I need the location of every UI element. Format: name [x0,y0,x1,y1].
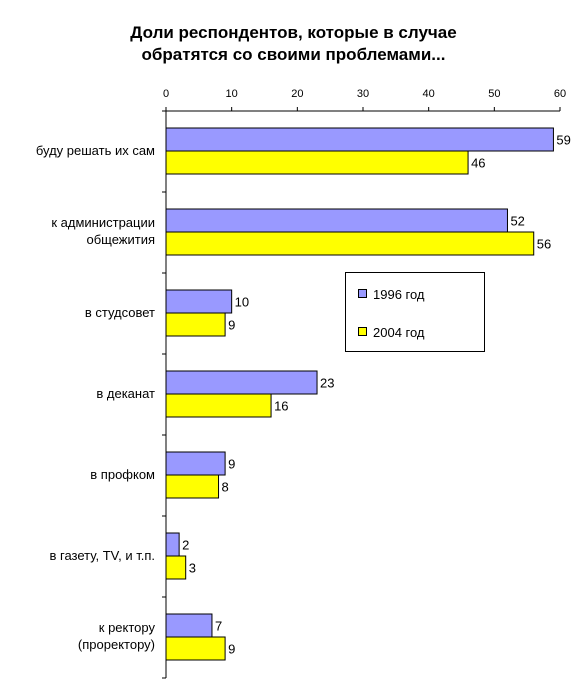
category-label-line: к ректору [98,620,155,635]
category-label: к ректору (проректору) [78,619,155,653]
x-tick-label: 60 [554,88,566,100]
category-label: в студсовет [85,304,155,321]
category-label-line: буду решать их сам [35,142,155,158]
bar [165,393,272,418]
category-label: буду решать их сам [36,142,155,159]
value-label: 2 [182,538,189,553]
bar [165,636,226,661]
x-tick-label: 50 [488,88,500,100]
legend-label-2004: 2004 год [373,325,425,340]
category-label: к администрации общежития [51,214,155,248]
category-label-line: в студсовет [84,304,155,320]
legend-label-1996: 1996 год [373,287,425,302]
chart-title-line-1: Доли респондентов, которые в случае [130,23,457,42]
category-label-line: в профком [90,466,155,482]
value-label: 9 [228,457,235,472]
category-label: в профком [90,466,155,483]
bar [165,370,318,395]
x-tick-label: 10 [226,88,238,100]
category-label-line: к администрации [51,215,155,230]
value-label: 23 [320,376,334,391]
value-label: 7 [215,619,222,634]
bar [165,312,226,337]
bar [165,150,469,175]
x-tick-label: 20 [291,88,303,100]
x-tick-label: 30 [357,88,369,100]
bar [165,474,220,499]
category-label-line: в деканат [96,385,155,401]
x-tick-label: 0 [163,88,169,100]
legend-swatch-1996 [358,289,367,298]
legend: 1996 год 2004 год [345,272,485,352]
bar [165,451,226,476]
legend-swatch-2004 [358,327,367,336]
bar [165,231,535,256]
value-label: 46 [471,156,485,171]
bar [165,613,213,638]
value-label: 8 [222,480,229,495]
x-tick-label: 40 [423,88,435,100]
bar [165,289,233,314]
legend-item-1996: 1996 год [358,287,425,303]
bar [165,208,508,233]
value-label: 52 [510,214,524,229]
value-label: 56 [537,237,551,252]
category-label-line: в газету, TV, и т.п. [49,547,156,563]
value-label: 3 [189,561,196,576]
category-label: в газету, TV, и т.п. [50,547,156,564]
value-label: 10 [235,295,249,310]
value-label: 9 [228,642,235,657]
value-label: 59 [556,133,570,148]
legend-item-2004: 2004 год [358,325,425,341]
bar [165,532,180,557]
chart-title: Доли респондентов, которые в случае обра… [0,22,587,66]
value-label: 9 [228,318,235,333]
value-label: 16 [274,399,288,414]
chart-title-line-2: обратятся со своими проблемами... [141,45,446,64]
bar [165,555,187,580]
category-label-line: общежития [86,232,155,247]
category-label: в деканат [96,385,155,402]
bar [165,127,554,152]
category-label-line: (проректору) [77,637,155,652]
